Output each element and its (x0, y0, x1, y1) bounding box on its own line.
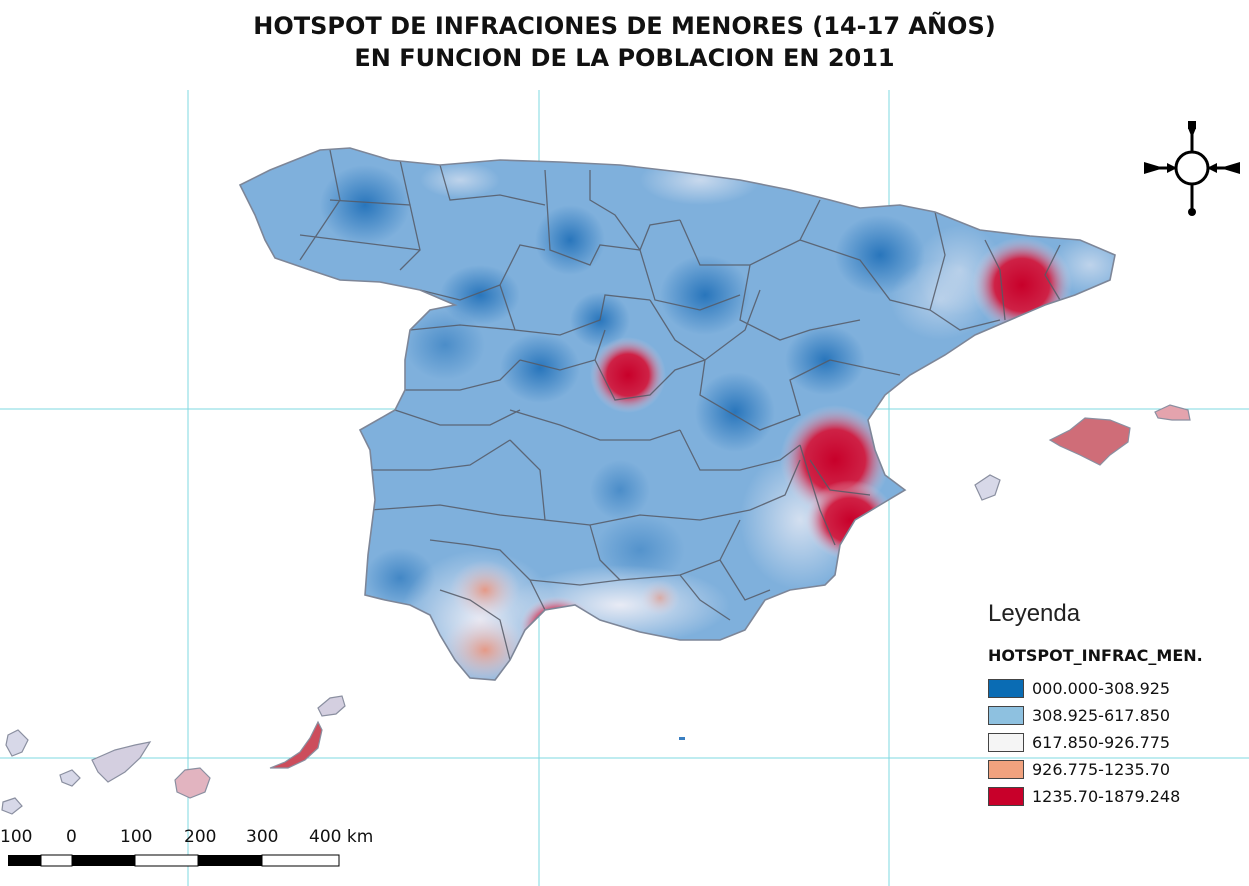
balearic-islands (974, 404, 1191, 501)
legend-title: Leyenda (988, 600, 1081, 627)
legend-label: 617.850-926.775 (1032, 733, 1171, 752)
legend-class: 1235.70-1879.248 (988, 783, 1238, 810)
scale-label-2: 100 (120, 827, 152, 847)
map-title-line2: EN FUNCION DE LA POBLACION EN 2011 (354, 44, 895, 72)
legend-swatch (988, 706, 1024, 725)
legend-swatch (988, 679, 1024, 698)
legend-layer-name: HOTSPOT_INFRAC_MEN. (988, 646, 1203, 665)
legend-swatch (988, 787, 1024, 806)
spain-mainland (239, 147, 1116, 681)
canary-islands (1, 695, 346, 815)
map-dot (679, 737, 685, 740)
scale-label-1: 0 (66, 827, 77, 847)
legend-swatch (988, 733, 1024, 752)
legend-class: 926.775-1235.70 (988, 756, 1238, 783)
legend-swatch (988, 760, 1024, 779)
legend: Leyenda HOTSPOT_INFRAC_MEN. 000.000-308.… (988, 600, 1238, 810)
legend-label: 308.925-617.850 (1032, 706, 1171, 725)
scale-label-5: 400 km (309, 827, 373, 847)
legend-classes: 000.000-308.925 308.925-617.850 617.850-… (988, 675, 1238, 810)
scale-label-4: 300 (246, 827, 278, 847)
scale-label-0: 100 (0, 827, 32, 847)
legend-class: 000.000-308.925 (988, 675, 1238, 702)
legend-class: 308.925-617.850 (988, 702, 1238, 729)
north-arrow-icon (1144, 121, 1240, 216)
scale-bar: 100 0 100 200 300 400 km (0, 827, 373, 867)
legend-label: 1235.70-1879.248 (1032, 787, 1181, 806)
legend-label: 926.775-1235.70 (1032, 760, 1171, 779)
legend-class: 617.850-926.775 (988, 729, 1238, 756)
scale-label-3: 200 (184, 827, 216, 847)
map-title-line1: HOTSPOT DE INFRACIONES DE MENORES (14-17… (253, 12, 996, 40)
legend-label: 000.000-308.925 (1032, 679, 1171, 698)
map-title: HOTSPOT DE INFRACIONES DE MENORES (14-17… (0, 10, 1249, 74)
